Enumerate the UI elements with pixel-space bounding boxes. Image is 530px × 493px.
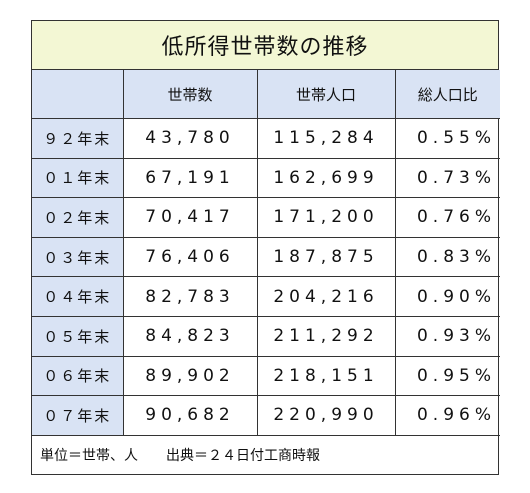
- row-year: ０５年末: [32, 316, 124, 357]
- row-year: ０４年末: [32, 276, 124, 317]
- source-note: 単位＝世帯、人 出典＝２４日付工商時報: [40, 447, 320, 464]
- ratio-cell: 0.90%: [395, 276, 500, 317]
- table-row: ０６年末 89,902 218,151 0.95%: [32, 356, 500, 397]
- table-row: ９２年末 43,780 115,284 0.55%: [32, 118, 500, 159]
- table-row: ０２年末 70,417 171,200 0.76%: [32, 197, 500, 238]
- header-households: 世帯数: [123, 70, 258, 119]
- population-cell: 218,151: [257, 356, 396, 397]
- ratio-cell: 0.95%: [395, 356, 500, 397]
- households-cell: 70,417: [123, 197, 258, 238]
- header-corner-cell: [32, 70, 124, 119]
- table-row: ０１年末 67,191 162,699 0.73%: [32, 158, 500, 199]
- population-cell: 187,875: [257, 237, 396, 278]
- population-cell: 115,284: [257, 118, 396, 159]
- ratio-cell: 0.83%: [395, 237, 500, 278]
- households-cell: 76,406: [123, 237, 258, 278]
- row-year: ０２年末: [32, 197, 124, 238]
- ratio-cell: 0.73%: [395, 158, 500, 199]
- households-cell: 43,780: [123, 118, 258, 159]
- header-population: 世帯人口: [257, 70, 396, 119]
- table-row: ０４年末 82,783 204,216 0.90%: [32, 276, 500, 317]
- table-row: ０５年末 84,823 211,292 0.93%: [32, 316, 500, 357]
- row-year: ９２年末: [32, 118, 124, 159]
- row-year: ０６年末: [32, 356, 124, 397]
- data-table: 世帯数 世帯人口 総人口比 ９２年末 43,780 115,284 0.55% …: [32, 70, 500, 436]
- population-cell: 171,200: [257, 197, 396, 238]
- data-table-frame: 低所得世帯数の推移 世帯数 世帯人口 総人口比 ９２年末 43,780 115,…: [31, 20, 500, 475]
- population-cell: 220,990: [257, 395, 396, 436]
- row-year: ０７年末: [32, 395, 124, 436]
- households-cell: 84,823: [123, 316, 258, 357]
- population-cell: 211,292: [257, 316, 396, 357]
- population-cell: 204,216: [257, 276, 396, 317]
- population-cell: 162,699: [257, 158, 396, 199]
- households-cell: 89,902: [123, 356, 258, 397]
- ratio-cell: 0.93%: [395, 316, 500, 357]
- table-row: ０３年末 76,406 187,875 0.83%: [32, 237, 500, 278]
- row-year: ０３年末: [32, 237, 124, 278]
- households-cell: 82,783: [123, 276, 258, 317]
- households-cell: 90,682: [123, 395, 258, 436]
- row-year: ０１年末: [32, 158, 124, 199]
- ratio-cell: 0.76%: [395, 197, 500, 238]
- table-row: ０７年末 90,682 220,990 0.96%: [32, 395, 500, 436]
- header-row: 世帯数 世帯人口 総人口比: [32, 70, 500, 119]
- header-ratio: 総人口比: [395, 70, 500, 119]
- households-cell: 67,191: [123, 158, 258, 199]
- ratio-cell: 0.96%: [395, 395, 500, 436]
- ratio-cell: 0.55%: [395, 118, 500, 159]
- table-title: 低所得世帯数の推移: [32, 21, 498, 70]
